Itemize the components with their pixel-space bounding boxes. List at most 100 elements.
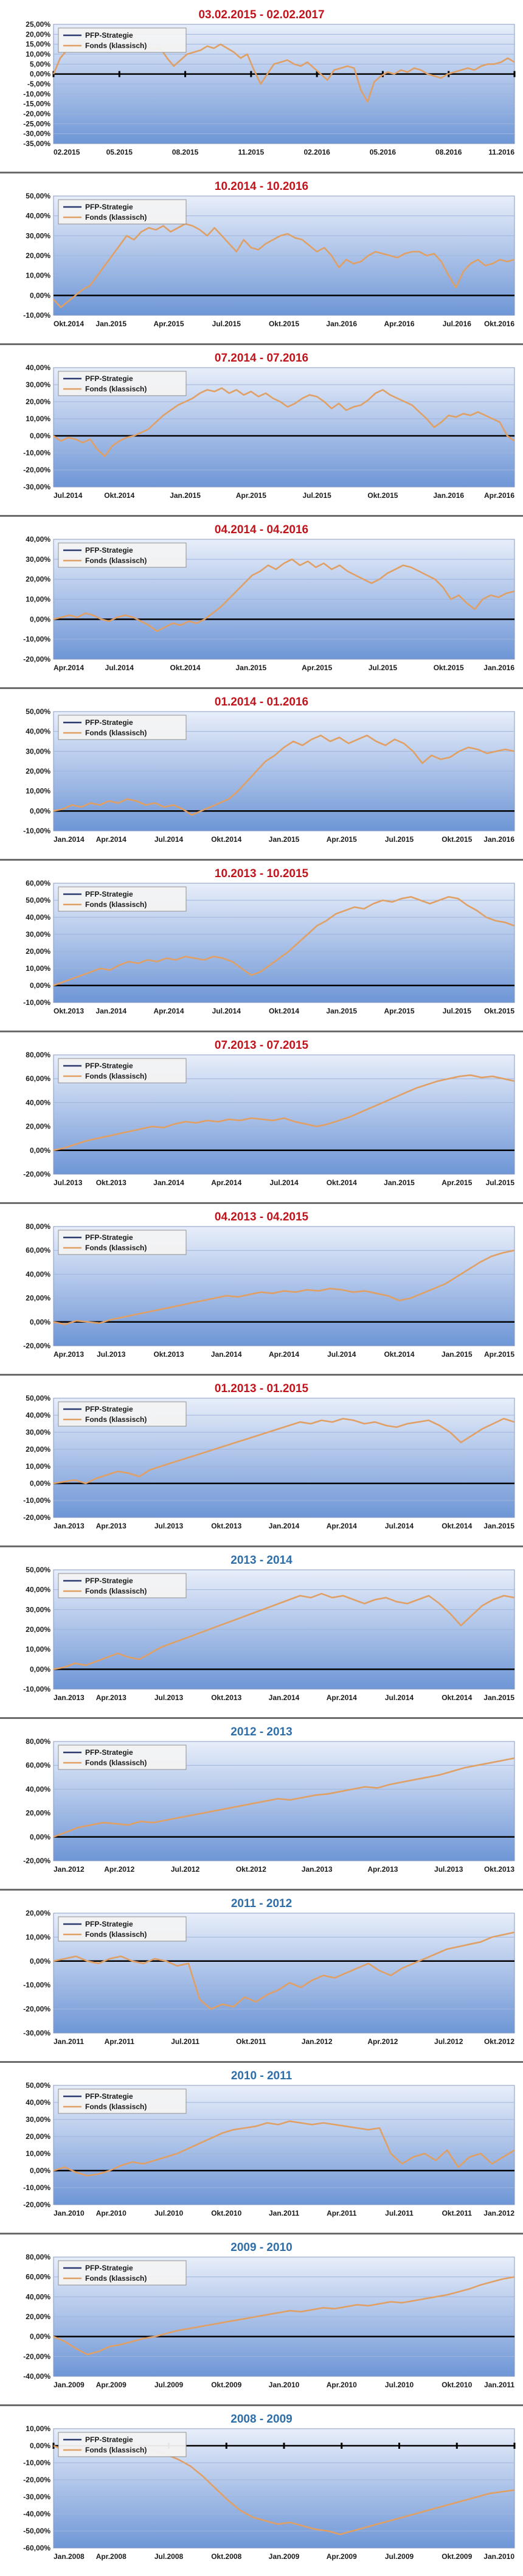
x-tick-label: Jul.2008 — [154, 2552, 184, 2561]
section-divider — [0, 859, 523, 861]
x-tick-label: Jan.2012 — [54, 1865, 85, 1874]
y-tick-label: 50,00% — [26, 1566, 50, 1574]
chart-svg: 04.2013 - 04.2015 80,00% 60,00% 40,00% 20,00… — [23, 1211, 515, 1359]
y-tick-label: -20,00% — [23, 466, 50, 474]
legend-box — [58, 371, 187, 396]
y-tick-label: 10,00% — [26, 1933, 50, 1941]
x-tick-label: Okt.2008 — [211, 2552, 241, 2561]
legend-label-strategy: PFP-Strategie — [85, 1920, 133, 1928]
x-tick-label: Okt.2015 — [434, 663, 464, 672]
y-tick-label: 10,00% — [26, 50, 50, 58]
y-tick-label: 60,00% — [26, 1074, 50, 1083]
legend-label-fonds: Fonds (klassisch) — [85, 1072, 147, 1080]
x-tick-label: Okt.2015 — [269, 320, 299, 328]
x-tick-label: Apr.2014 — [153, 1007, 184, 1015]
y-tick-label: 40,00% — [26, 1586, 50, 1594]
x-tick-label: Okt.2014 — [211, 835, 241, 844]
x-tick-label: Jan.2008 — [54, 2552, 85, 2561]
x-tick-label: Jan.2016 — [433, 491, 464, 500]
section-divider — [0, 1031, 523, 1032]
x-tick-label: Okt.2014 — [384, 1350, 414, 1359]
chart-title: 2010 - 2011 — [231, 2070, 293, 2082]
chart-panel: 03.02.2015 - 02.02.2017 25,00% 20,00% 15,00… — [0, 0, 523, 172]
x-tick-label: Jul.2014 — [212, 1007, 241, 1015]
series-line-fonds — [53, 1074, 515, 1152]
x-tick-label: Jul.2015 — [443, 1007, 472, 1015]
section-divider — [0, 343, 523, 345]
chart-panel: 2011 - 2012 20,00% 10,00% 0,00% -10,00% -20,0… — [0, 1889, 523, 2061]
legend-label-fonds: Fonds (klassisch) — [85, 556, 147, 565]
y-tick-label: -10,00% — [23, 635, 50, 643]
y-tick-label: 80,00% — [26, 1222, 50, 1231]
x-tick-label: Jan.2015 — [483, 1693, 514, 1702]
chart-title: 2013 - 2014 — [230, 1554, 293, 1567]
x-tick-label: Apr.2015 — [302, 663, 332, 672]
y-tick-label: 20,00% — [26, 575, 50, 584]
x-tick-label: Jan.2015 — [235, 663, 266, 672]
x-tick-label: Jan.2015 — [95, 320, 126, 328]
chart-panel: 10.2014 - 10.2016 50,00% 40,00% 30,00% 20,00… — [0, 172, 523, 343]
y-tick-label: 10,00% — [26, 2149, 50, 2158]
chart-svg: 07.2013 - 07.2015 80,00% 60,00% 40,00% 20,00… — [23, 1039, 515, 1187]
y-tick-label: 30,00% — [26, 1428, 50, 1437]
x-tick-label: Jan.2015 — [269, 835, 300, 844]
y-tick-label: -10,00% — [23, 449, 50, 457]
chart-panel: 2010 - 2011 50,00% 40,00% 30,00% 20,00% 10,00… — [0, 2061, 523, 2233]
series-line-fonds — [53, 2120, 515, 2177]
y-tick-label: -10,00% — [23, 2183, 50, 2192]
legend-box — [58, 1916, 187, 1942]
x-tick-label: Apr.2015 — [484, 1350, 514, 1359]
y-tick-label: 0,00% — [30, 2333, 50, 2341]
legend-label-strategy: PFP-Strategie — [85, 1748, 133, 1757]
y-tick-label: 25,00% — [26, 20, 50, 29]
x-tick-label: Jul.2015 — [369, 663, 398, 672]
y-tick-label: 0,00% — [30, 2166, 50, 2175]
legend-label-strategy: PFP-Strategie — [85, 546, 133, 555]
section-divider — [0, 1545, 523, 1547]
x-tick-label: Jul.2009 — [385, 2552, 414, 2561]
legend-label-fonds: Fonds (klassisch) — [85, 900, 147, 909]
chart-panel: 07.2013 - 07.2015 80,00% 60,00% 40,00% 20,00… — [0, 1031, 523, 1202]
x-tick-label: Apr.2009 — [96, 2381, 126, 2389]
x-tick-label: Jul.2011 — [171, 2037, 199, 2046]
x-tick-label: Jan.2013 — [54, 1522, 85, 1530]
legend-box — [58, 1058, 187, 1083]
legend-label-strategy: PFP-Strategie — [85, 1405, 133, 1413]
y-tick-label: 20,00% — [26, 2312, 50, 2321]
x-tick-label: Jan.2015 — [442, 1350, 473, 1359]
x-tick-label: Okt.2014 — [442, 1522, 472, 1530]
x-tick-label: Okt.2016 — [484, 320, 514, 328]
chart-title: 2012 - 2013 — [230, 1726, 292, 1738]
y-tick-label: -20,00% — [23, 1513, 50, 1522]
y-tick-label: 0,00% — [30, 615, 50, 623]
x-tick-label: Jan.2012 — [302, 2037, 333, 2046]
chart-svg: 10.2013 - 10.2015 60,00% 50,00% 40,00% 30,00… — [23, 867, 515, 1015]
x-tick-label: Jul.2013 — [434, 1865, 463, 1874]
y-tick-label: 10,00% — [26, 1645, 50, 1654]
y-tick-label: -10,00% — [23, 2459, 50, 2467]
x-tick-label: Apr.2013 — [54, 1350, 84, 1359]
y-tick-label: 30,00% — [26, 2115, 50, 2124]
y-tick-label: 60,00% — [26, 1246, 50, 1255]
series-line-fonds — [53, 223, 515, 309]
y-tick-label: -30,00% — [23, 130, 50, 138]
x-tick-label: Apr.2014 — [54, 663, 84, 672]
chart-title: 04.2014 - 04.2016 — [215, 523, 308, 536]
y-tick-label: 20,00% — [26, 2132, 50, 2141]
chart-svg: 2010 - 2011 50,00% 40,00% 30,00% 20,00% 10,00… — [23, 2070, 515, 2217]
legend-label-strategy: PFP-Strategie — [85, 1233, 133, 1242]
chart-title: 01.2014 - 01.2016 — [215, 696, 308, 709]
series-line-fonds — [53, 1757, 515, 1838]
x-tick-label: Apr.2015 — [384, 1007, 414, 1015]
x-tick-label: Jul.2015 — [302, 491, 331, 500]
x-tick-label: Okt.2009 — [211, 2381, 241, 2389]
y-tick-label: 50,00% — [26, 707, 50, 716]
y-tick-label: 60,00% — [26, 1761, 50, 1769]
